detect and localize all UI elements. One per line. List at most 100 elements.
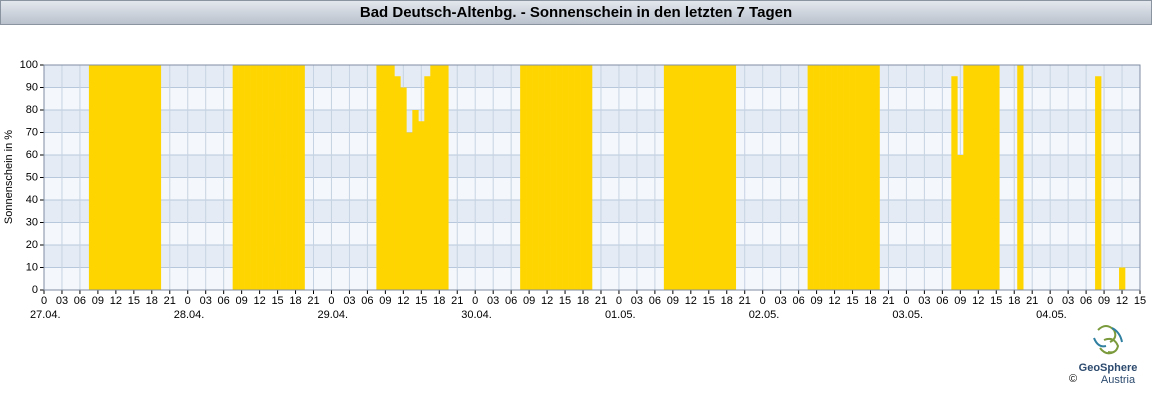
bar [813,65,820,290]
bar [681,65,689,290]
y-tick-label: 80 [26,104,38,116]
bar [136,65,144,290]
bar [663,65,671,290]
y-tick-label: 40 [26,194,38,206]
bar [556,65,563,290]
x-tick-label: 06 [74,295,86,307]
bar [148,65,156,290]
bar [286,65,293,290]
x-tick-label: 18 [146,295,158,307]
x-tick-label: 18 [433,295,445,307]
bar [412,110,419,290]
copyright: © [1069,373,1077,385]
x-tick-label: 09 [667,295,679,307]
x-tick-label: 21 [1026,295,1038,307]
bar [424,76,431,290]
x-tick-label: 0 [41,295,47,307]
x-tick-label: 09 [523,295,535,307]
bar [1095,76,1102,290]
x-tick-label: 0 [328,295,334,307]
bar [520,65,527,290]
x-tick-label: 09 [236,295,248,307]
bar [418,121,425,290]
y-tick-label: 10 [26,261,38,273]
x-tick-label: 0 [472,295,478,307]
bar [298,65,305,290]
bar [705,65,713,290]
y-tick-label: 70 [26,126,38,138]
bar [969,65,976,290]
bar [693,65,701,290]
x-tick-label: 12 [541,295,553,307]
y-tick-label: 30 [26,216,38,228]
date-label: 02.05. [749,309,780,321]
x-tick-label: 03 [487,295,499,307]
logo-name: GeoSphere [1079,362,1138,374]
date-label: 01.05. [605,309,636,321]
date-label: 30.04. [461,309,492,321]
x-tick-label: 15 [559,295,571,307]
x-tick-label: 09 [810,295,822,307]
bar [124,65,132,290]
bar [669,65,677,290]
bar [843,65,850,290]
bar [406,132,413,290]
x-tick-label: 12 [685,295,697,307]
bar [981,65,988,290]
x-tick-label: 06 [936,295,948,307]
logo-sub: Austria [1101,374,1136,386]
x-tick-label: 03 [343,295,355,307]
bar [532,65,539,290]
chart-title: Bad Deutsch-Altenbg. - Sonnenschein in d… [360,4,792,21]
x-tick-label: 12 [828,295,840,307]
bar [867,65,874,290]
bar [723,65,731,290]
x-tick-label: 21 [739,295,751,307]
bar [957,155,964,290]
bar [1119,267,1126,290]
x-tick-label: 18 [289,295,301,307]
bar [94,65,102,290]
bar [951,76,958,290]
x-tick-label: 21 [882,295,894,307]
bar [1017,65,1024,290]
bar [586,65,593,290]
bar [837,65,844,290]
x-tick-label: 21 [595,295,607,307]
bar [238,65,245,290]
x-tick-label: 18 [721,295,733,307]
bar [100,65,108,290]
x-tick-label: 03 [56,295,68,307]
bar [256,65,263,290]
x-tick-label: 21 [307,295,319,307]
bar [118,65,126,290]
bar [250,65,257,290]
bar [831,65,838,290]
bar [382,65,389,290]
x-tick-label: 12 [110,295,122,307]
title-bar [0,0,1152,25]
x-tick-label: 15 [271,295,283,307]
x-tick-label: 15 [1134,295,1146,307]
bar [544,65,551,290]
x-tick-label: 06 [361,295,373,307]
date-label: 29.04. [317,309,348,321]
bar [580,65,587,290]
bar [873,65,880,290]
bar [268,65,275,290]
x-tick-label: 18 [1008,295,1020,307]
bar [819,65,826,290]
bar [112,65,120,290]
date-label: 03.05. [892,309,923,321]
x-tick-label: 03 [775,295,787,307]
x-tick-label: 15 [990,295,1002,307]
bar [244,65,251,290]
x-tick-label: 15 [846,295,858,307]
bar [394,76,401,290]
bar [550,65,557,290]
y-tick-label: 100 [20,59,38,71]
y-tick-label: 90 [26,81,38,93]
y-axis-label: Sonnenschein in % [3,130,15,224]
bar [861,65,868,290]
x-tick-label: 0 [760,295,766,307]
